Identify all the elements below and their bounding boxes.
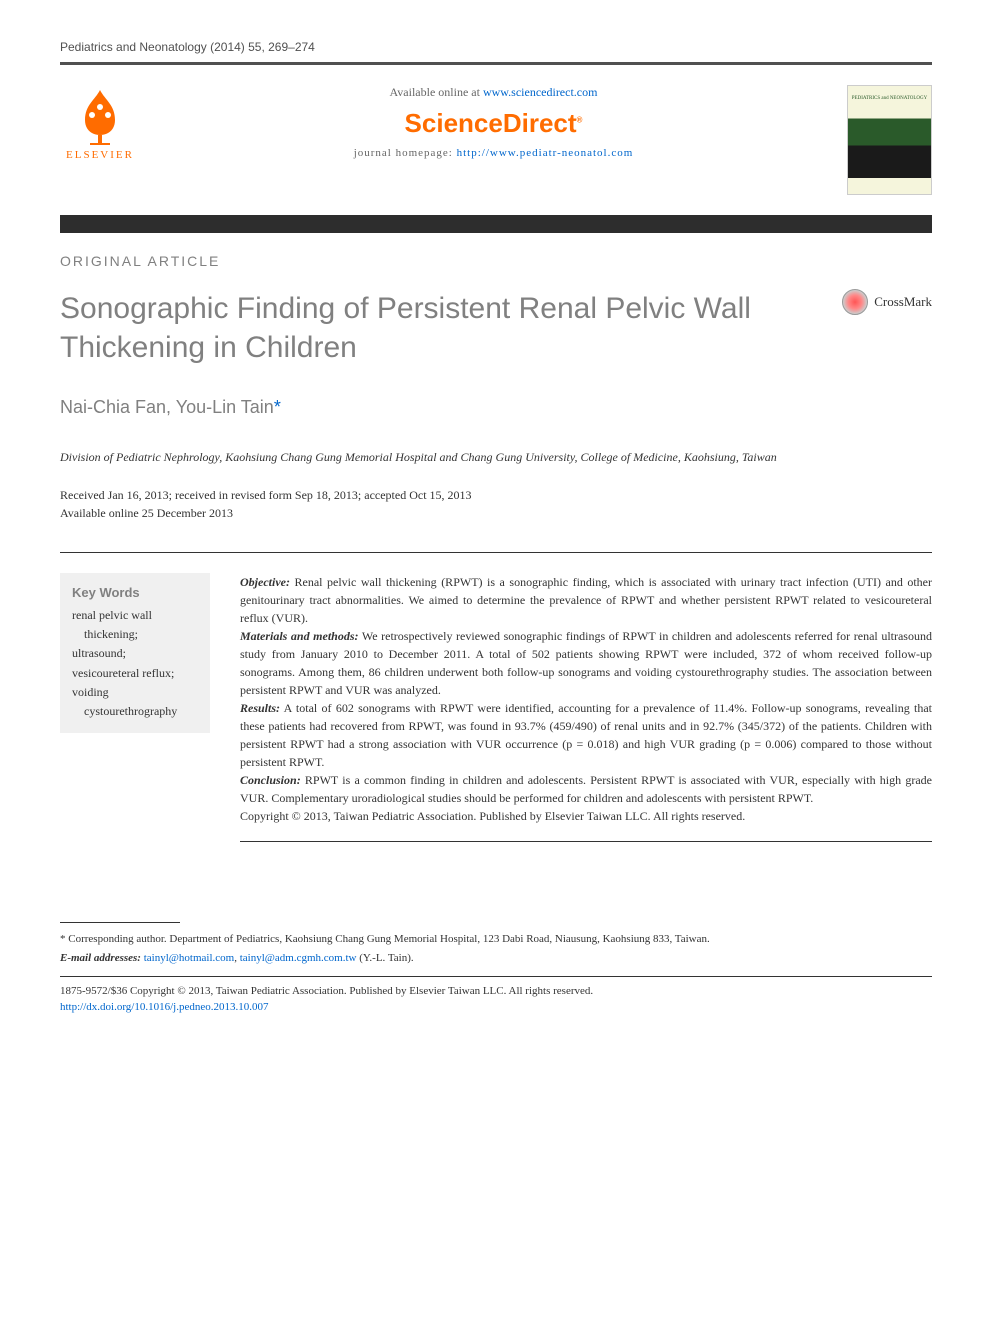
article-dates: Received Jan 16, 2013; received in revis… (60, 486, 932, 522)
abstract-text: Objective: Renal pelvic wall thickening … (240, 573, 932, 825)
results-text: A total of 602 sonograms with RPWT were … (240, 701, 932, 769)
email-link-2[interactable]: tainyl@adm.cgmh.com.tw (240, 952, 357, 964)
keywords-box: Key Words renal pelvic wall thickening; … (60, 573, 210, 733)
footer-short-divider (60, 922, 180, 923)
footer-copyright: 1875-9572/$36 Copyright © 2013, Taiwan P… (60, 985, 932, 997)
sciencedirect-url-link[interactable]: www.sciencedirect.com (483, 85, 598, 99)
header-divider-bar (60, 62, 932, 65)
footer-full-divider (60, 976, 932, 977)
homepage-label: journal homepage: (354, 147, 457, 159)
sciencedirect-logo-text: ScienceDirect (405, 108, 577, 138)
email-line: E-mail addresses: tainyl@hotmail.com, ta… (60, 952, 932, 964)
online-date: Available online 25 December 2013 (60, 504, 932, 522)
crossmark-badge[interactable]: CrossMark (842, 289, 932, 315)
elsevier-label: ELSEVIER (66, 149, 134, 161)
materials-label: Materials and methods: (240, 629, 359, 643)
objective-label: Objective: (240, 575, 290, 589)
doi-link[interactable]: http://dx.doi.org/10.1016/j.pedneo.2013.… (60, 1001, 268, 1013)
email-link-1[interactable]: tainyl@hotmail.com (144, 952, 234, 964)
corresponding-author-text: * Corresponding author. Department of Pe… (60, 931, 932, 948)
authors-names: Nai-Chia Fan, You-Lin Tain (60, 397, 274, 417)
keywords-header: Key Words (72, 585, 198, 600)
corresponding-author-symbol: * (274, 397, 281, 417)
abstract-copyright: Copyright © 2013, Taiwan Pediatric Assoc… (240, 809, 745, 823)
journal-cover-title: PEDIATRICS and NEONATOLOGY (848, 94, 931, 103)
received-date: Received Jan 16, 2013; received in revis… (60, 486, 932, 504)
email-label: E-mail addresses: (60, 952, 144, 964)
email-suffix: (Y.-L. Tain). (356, 952, 413, 964)
abstract-bottom-divider (240, 841, 932, 842)
keyword-item: renal pelvic wall thickening; (72, 606, 198, 644)
header-section: ELSEVIER Available online at www.science… (60, 85, 932, 195)
keyword-item: voiding cystourethrography (72, 683, 198, 721)
elsevier-tree-icon (70, 85, 130, 145)
separator-bar (60, 215, 932, 233)
conclusion-text: RPWT is a common finding in children and… (240, 773, 932, 805)
journal-cover-thumbnail[interactable]: PEDIATRICS and NEONATOLOGY (847, 85, 932, 195)
journal-citation: Pediatrics and Neonatology (2014) 55, 26… (60, 40, 932, 54)
keywords-list: renal pelvic wall thickening; ultrasound… (72, 606, 198, 721)
abstract-section: Key Words renal pelvic wall thickening; … (60, 552, 932, 842)
keyword-item: ultrasound; (72, 644, 198, 663)
conclusion-label: Conclusion: (240, 773, 301, 787)
homepage-text: journal homepage: http://www.pediatr-neo… (160, 147, 827, 159)
sciencedirect-logo[interactable]: ScienceDirect® (160, 108, 827, 139)
affiliation-text: Division of Pediatric Nephrology, Kaohsi… (60, 448, 932, 466)
objective-text: Renal pelvic wall thickening (RPWT) is a… (240, 575, 932, 625)
crossmark-label: CrossMark (874, 294, 932, 310)
results-label: Results: (240, 701, 280, 715)
article-title: Sonographic Finding of Persistent Renal … (60, 289, 842, 367)
sciencedirect-mark: ® (577, 115, 583, 124)
homepage-link[interactable]: http://www.pediatr-neonatol.com (457, 147, 634, 159)
available-online-text: Available online at www.sciencedirect.co… (160, 85, 827, 100)
header-middle: Available online at www.sciencedirect.co… (140, 85, 847, 159)
crossmark-icon (842, 289, 868, 315)
article-type-label: ORIGINAL ARTICLE (60, 253, 932, 269)
footer-section: * Corresponding author. Department of Pe… (60, 922, 932, 1015)
authors-line: Nai-Chia Fan, You-Lin Tain* (60, 397, 932, 418)
title-row: Sonographic Finding of Persistent Renal … (60, 289, 932, 367)
abstract-column: Objective: Renal pelvic wall thickening … (240, 573, 932, 842)
available-label: Available online at (390, 85, 483, 99)
keyword-item: vesicoureteral reflux; (72, 664, 198, 683)
elsevier-logo[interactable]: ELSEVIER (60, 85, 140, 175)
